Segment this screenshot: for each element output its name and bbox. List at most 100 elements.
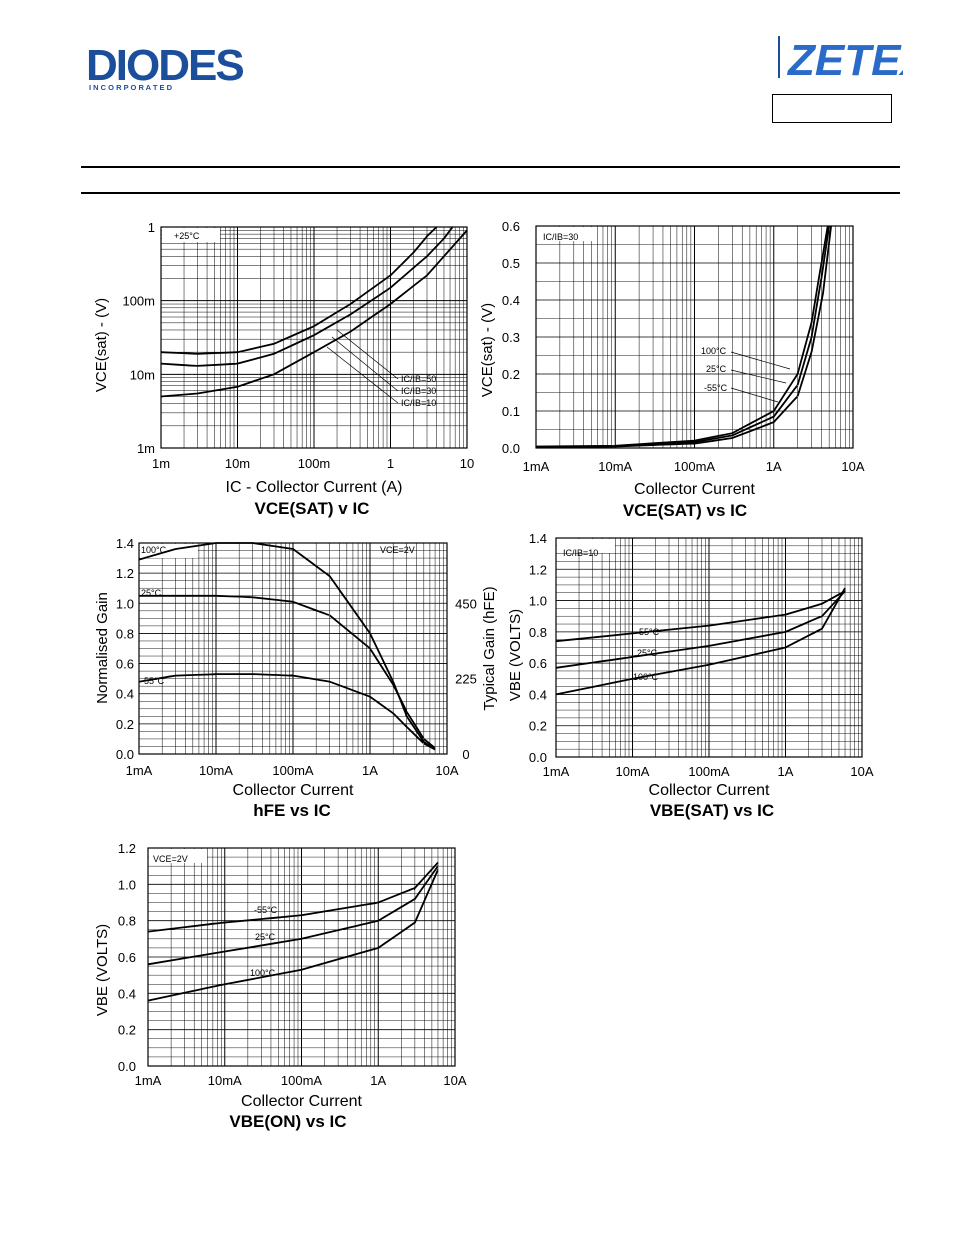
- y-tick-label: 1.2: [118, 841, 136, 856]
- y-right-axis-label: Typical Gain (hFE): [481, 586, 498, 710]
- y-tick-label: 0.8: [116, 626, 134, 641]
- annotation: 25°C: [706, 364, 727, 374]
- y-tick-label: 0.0: [118, 1059, 136, 1074]
- annotation: IC/IB=10: [401, 398, 436, 408]
- series-line: [160, 226, 438, 355]
- x-tick-label: 10mA: [598, 459, 632, 474]
- plot-frame: [160, 226, 468, 449]
- y-tick-label: 0.4: [118, 986, 136, 1001]
- y-tick-label: 1: [148, 220, 155, 235]
- annotation: VCE=2V: [153, 854, 188, 864]
- series-line: [147, 865, 439, 966]
- annotation: IC/IB=50: [401, 374, 436, 384]
- x-tick-label: 1m: [152, 456, 170, 471]
- x-tick-label: 1mA: [523, 459, 550, 474]
- y-tick-label: 100m: [122, 294, 155, 309]
- series-line: [160, 226, 454, 367]
- y-axis-label: VBE (VOLTS): [94, 924, 111, 1016]
- chart-c3: 1mA 10mA 100mA 1A 10A 1.4 1.2 1.0 0.8 0.6 0.4 0.2 0.…: [94, 536, 498, 820]
- x-axis-label: Collector Current: [634, 481, 755, 498]
- series-line: [555, 587, 846, 696]
- y-axis-label: VBE (VOLTS): [507, 609, 524, 701]
- plot-frame: [138, 542, 448, 755]
- plot-frame: [555, 537, 863, 758]
- annotation: 25°C: [255, 932, 276, 942]
- leader-line: [336, 329, 399, 380]
- annotation: 100°C: [250, 968, 276, 978]
- chart-c5: 1mA 10mA 100mA 1A 10A 1.2 1.0 0.8 0.6 0.4 0.2 0.0 Co…: [94, 841, 467, 1131]
- header-divider-bottom: [81, 192, 900, 194]
- grid: [535, 225, 853, 449]
- y-tick-label: 0.4: [529, 687, 547, 702]
- x-tick-label: 1A: [766, 459, 782, 474]
- y-tick-label: 1.4: [116, 536, 134, 551]
- annotation: IC/IB=30: [401, 386, 436, 396]
- chart-title: VCE(SAT) v IC: [255, 499, 370, 518]
- y-tick-label: 0.2: [502, 367, 520, 382]
- series-line: [138, 594, 436, 749]
- y-tick-label: 0.4: [502, 293, 520, 308]
- x-tick-label: 10A: [841, 459, 864, 474]
- y-right-tick-label: 450: [455, 596, 477, 611]
- y-axis-label: Normalised Gain: [94, 592, 111, 704]
- y-tick-label: 0.3: [502, 330, 520, 345]
- y-right-tick-label: 225: [455, 672, 477, 687]
- chart-title: VBE(SAT) vs IC: [650, 801, 774, 820]
- y-tick-label: 0.6: [529, 656, 547, 671]
- leader-line: [730, 369, 787, 384]
- y-tick-label: 0.2: [529, 719, 547, 734]
- chart-c1: 1m 10m 100m 1 10 1 100m 10m 1m IC - Collector Cur…: [93, 220, 474, 518]
- y-tick-label: 1.0: [529, 594, 547, 609]
- y-tick-label: 0.4: [116, 687, 134, 702]
- x-axis-label: Collector Current: [649, 782, 770, 799]
- grid: [147, 847, 455, 1067]
- y-tick-label: 1.4: [529, 531, 547, 546]
- grid: [160, 227, 467, 449]
- annotation: IC/IB=10: [563, 548, 598, 558]
- series-line: [555, 590, 846, 669]
- plot-frame: [535, 225, 854, 449]
- series-line: [147, 861, 439, 933]
- annotation: -55°C: [254, 905, 278, 915]
- annotation-backdrop: [162, 228, 220, 242]
- part-number-box: [772, 94, 892, 123]
- leader-line: [730, 351, 791, 370]
- x-tick-label: 10A: [850, 764, 873, 779]
- x-axis-label: Collector Current: [241, 1093, 362, 1110]
- x-tick-label: 10mA: [616, 764, 650, 779]
- series-line: [138, 542, 436, 751]
- y-tick-label: 0.6: [118, 950, 136, 965]
- leader-line: [326, 346, 399, 404]
- series-line: [147, 868, 439, 1002]
- x-tick-label: 1A: [362, 763, 378, 778]
- x-tick-label: 10A: [435, 763, 458, 778]
- x-axis-label: IC - Collector Current (A): [226, 479, 403, 496]
- leader-line: [730, 387, 779, 403]
- annotation-backdrop: [557, 539, 615, 553]
- series-line: [535, 225, 832, 449]
- chart-title: VBE(ON) vs IC: [229, 1112, 346, 1131]
- x-tick-label: 100mA: [272, 763, 314, 778]
- series-line: [160, 229, 468, 398]
- x-tick-label: 1: [387, 456, 394, 471]
- y-tick-label: 0.0: [529, 750, 547, 765]
- grid: [555, 537, 862, 758]
- y-tick-label: 0.2: [116, 717, 134, 732]
- y-tick-label: 0.8: [118, 914, 136, 929]
- x-tick-label: 1mA: [543, 764, 570, 779]
- annotation: -55°C: [704, 383, 728, 393]
- x-tick-label: 100mA: [674, 459, 716, 474]
- y-tick-label: 1.0: [116, 596, 134, 611]
- x-tick-label: 10: [460, 456, 474, 471]
- x-tick-label: 10mA: [208, 1073, 242, 1088]
- grid: [138, 542, 447, 755]
- y-tick-label: 0.6: [116, 657, 134, 672]
- y-tick-label: 1.2: [529, 562, 547, 577]
- y-tick-label: 0.1: [502, 404, 520, 419]
- y-tick-label: 0.6: [502, 219, 520, 234]
- x-tick-label: 100mA: [688, 764, 730, 779]
- y-axis-label: VCE(sat) - (V): [479, 303, 496, 397]
- diodes-logo: DIODES I N C O R P O R A T E D: [86, 40, 261, 97]
- annotation: -55°C: [141, 676, 165, 686]
- y-tick-label: 0.2: [118, 1023, 136, 1038]
